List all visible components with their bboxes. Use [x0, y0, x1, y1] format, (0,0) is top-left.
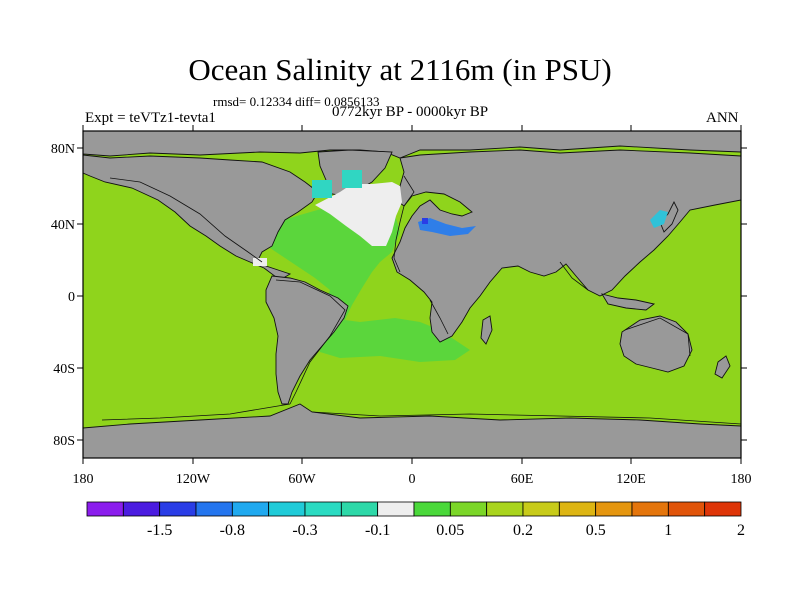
atlantic-anomaly-region — [268, 205, 470, 362]
indonesia — [601, 293, 656, 311]
lon-tick-label: 180 — [73, 472, 94, 487]
colorbar: -1.5 -0.8 -0.3 -0.1 0.05 0.2 0.5 1 2 — [86, 501, 745, 539]
japan — [659, 200, 679, 233]
nordic-teal-patch — [342, 170, 362, 188]
map-field — [83, 131, 741, 458]
colorbar-swatch — [704, 501, 742, 517]
colorbar-swatch — [667, 501, 706, 517]
colorbar-swatch — [231, 501, 270, 517]
period-label: 0772kyr BP - 0000kyr BP — [331, 104, 489, 120]
lon-tick-label: 120W — [176, 472, 211, 487]
lon-tick-label: 180 — [731, 472, 752, 487]
lat-tick-label: 40S — [53, 362, 75, 377]
japan-sea-anomaly — [650, 210, 668, 228]
map-title: Ocean Salinity at 2116m (in PSU) — [188, 52, 612, 87]
lon-tick-label: 120E — [616, 472, 646, 487]
mediterranean-anomaly — [418, 218, 476, 236]
south-america — [265, 275, 349, 405]
colorbar-swatch — [595, 501, 633, 517]
latitude-axis: 80N 40N 0 40S 80S — [51, 142, 747, 449]
gulf-fresh-cell — [253, 258, 267, 266]
longitude-axis: 180 120W 60W 0 60E 120E 180 — [73, 125, 752, 487]
colorbar-swatch — [449, 501, 488, 517]
lon-tick-label: 0 — [409, 472, 416, 487]
med-dark-cell — [422, 218, 428, 224]
lat-tick-label: 80S — [53, 434, 75, 449]
season-label: ANN — [706, 110, 739, 126]
lat-tick-label: 0 — [68, 290, 75, 305]
colorbar-label: 1 — [664, 522, 672, 539]
colorbar-swatch — [86, 501, 124, 517]
land-masses — [83, 131, 741, 458]
colorbar-label: -0.1 — [365, 522, 390, 539]
colorbar-swatch — [631, 501, 669, 517]
lon-tick-label: 60W — [288, 472, 316, 487]
colorbar-swatch — [340, 501, 379, 517]
lat-tick-label: 80N — [51, 142, 75, 157]
new-zealand — [714, 355, 731, 379]
colorbar-swatch — [522, 501, 560, 517]
colorbar-swatch — [268, 501, 306, 517]
colorbar-label: 0.05 — [436, 522, 464, 539]
colorbar-label: 0.5 — [586, 522, 606, 539]
colorbar-swatch — [304, 501, 342, 517]
colorbar-swatch — [413, 501, 451, 517]
colorbar-swatch — [122, 501, 161, 517]
coastlines — [101, 175, 741, 425]
colorbar-label: -0.3 — [292, 522, 317, 539]
lat-tick-label: 40N — [51, 218, 75, 233]
colorbar-swatch — [377, 501, 415, 517]
north-atlantic-fresh-region — [315, 182, 402, 246]
colorbar-swatch — [159, 501, 197, 517]
colorbar-swatch — [195, 501, 233, 517]
colorbar-swatch — [486, 501, 524, 517]
labrador-teal-patch — [312, 180, 332, 198]
antarctica — [83, 403, 741, 458]
colorbar-label: 2 — [737, 522, 745, 539]
colorbar-label: -0.8 — [220, 522, 245, 539]
experiment-label: Expt = teVTz1-tevta1 — [85, 110, 216, 126]
eurasia-africa — [391, 149, 741, 343]
colorbar-label: 0.2 — [513, 522, 533, 539]
colorbar-swatch — [558, 501, 597, 517]
colorbar-label: -1.5 — [147, 522, 172, 539]
stats-line: rmsd= 0.12334 diff= 0.0856133 — [213, 94, 380, 109]
australia — [619, 315, 693, 373]
lon-tick-label: 60E — [511, 472, 534, 487]
madagascar — [480, 315, 493, 345]
